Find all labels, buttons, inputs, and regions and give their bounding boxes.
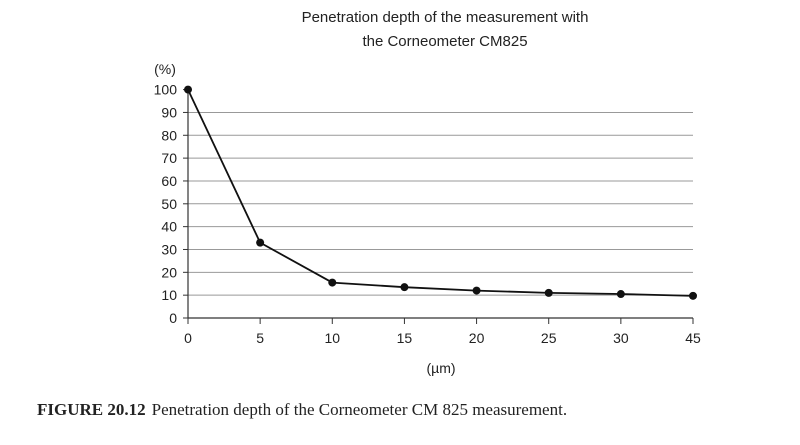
- x-tick-label: 5: [256, 330, 264, 346]
- y-tick-label: 0: [169, 310, 177, 326]
- x-tick-label: 15: [397, 330, 413, 346]
- data-point: [689, 291, 697, 300]
- data-point: [616, 290, 625, 299]
- y-tick-label: 30: [161, 241, 177, 257]
- figure-label: FIGURE 20.12: [37, 400, 146, 419]
- y-tick-label: 80: [161, 127, 177, 143]
- y-tick-label: 20: [161, 264, 177, 280]
- x-axis-label: (µm): [426, 360, 455, 376]
- y-tick-label: 60: [161, 173, 177, 189]
- data-point: [184, 85, 192, 94]
- data-point: [472, 286, 481, 295]
- series-line: [187, 89, 694, 297]
- x-tick-label: 25: [541, 330, 557, 346]
- chart-title-line-2: the Corneometer CM825: [362, 33, 527, 50]
- x-tick-label: 45: [685, 330, 701, 346]
- y-axis-label: (%): [154, 61, 176, 77]
- y-tick-label: 10: [161, 287, 177, 303]
- data-point: [328, 278, 337, 287]
- y-tick-label: 100: [154, 82, 178, 98]
- x-tick-label: 0: [184, 330, 192, 346]
- data-point: [400, 283, 409, 292]
- y-tick-label: 40: [161, 219, 177, 235]
- figure-caption-text: Penetration depth of the Corneometer CM …: [151, 400, 568, 419]
- figure-caption: FIGURE 20.12 Penetration depth of the Cor…: [37, 400, 567, 420]
- data-point: [544, 288, 553, 297]
- y-tick-label: 70: [161, 150, 177, 166]
- x-tick-label: 30: [613, 330, 629, 346]
- data-point: [256, 238, 265, 247]
- y-tick-label: 50: [161, 196, 177, 212]
- x-tick-label: 10: [324, 330, 340, 346]
- chart-title-line-1: Penetration depth of the measurement wit…: [302, 9, 589, 26]
- x-tick-label: 20: [469, 330, 485, 346]
- y-tick-label: 90: [161, 104, 177, 120]
